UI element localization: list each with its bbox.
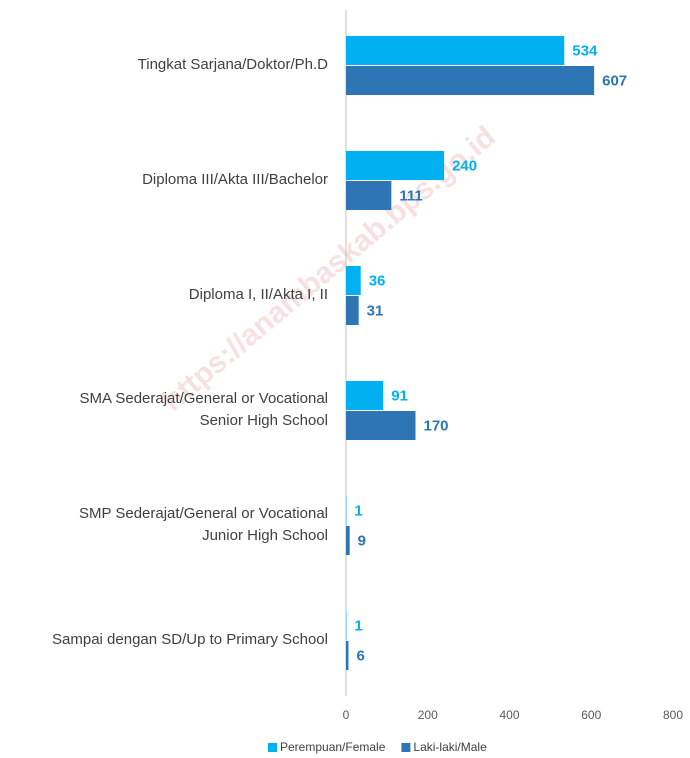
data-label: 31 (367, 302, 384, 319)
bar (346, 526, 350, 555)
data-label: 240 (452, 157, 477, 174)
bar (346, 36, 565, 65)
x-tick-label: 200 (418, 708, 438, 722)
x-tick-label: 0 (343, 708, 350, 722)
y-tick-label: SMP Sederajat/General or Vocational Junio… (79, 505, 328, 544)
y-tick-label: Diploma I, II/Akta I, II (189, 286, 328, 303)
data-label: 170 (423, 417, 448, 434)
y-tick-label: Tingkat Sarjana/Doktor/Ph.D (138, 56, 329, 73)
data-label: 607 (602, 72, 627, 89)
y-tick-label: Sampai dengan SD/Up to Primary School (52, 631, 328, 648)
legend-label: Laki-laki/Male (413, 740, 487, 754)
bar (346, 411, 416, 440)
x-tick-label: 800 (663, 708, 683, 722)
data-label: 111 (399, 187, 422, 204)
data-label: 36 (369, 272, 386, 289)
bar (346, 641, 349, 670)
x-tick-label: 400 (499, 708, 519, 722)
legend-swatch (401, 743, 411, 752)
y-tick-label: SMA Sederajat/General or Vocational Senio… (80, 390, 328, 429)
data-label: 91 (391, 387, 408, 404)
data-label: 6 (356, 647, 364, 664)
bar (346, 66, 595, 95)
bar (346, 181, 392, 210)
bar (346, 151, 445, 180)
bar (346, 381, 384, 410)
data-label: 1 (354, 617, 362, 634)
legend-swatch (268, 743, 277, 752)
legend-label: Perempuan/Female (280, 740, 386, 754)
x-tick-label: 600 (581, 708, 601, 722)
data-label: 1 (354, 502, 362, 519)
y-tick-label: Diploma III/Akta III/Bachelor (142, 171, 328, 188)
bar (346, 296, 359, 325)
watermark: https://anambaskab.bps.go.id (156, 120, 502, 417)
data-label: 9 (358, 532, 366, 549)
data-label: 534 (572, 42, 598, 59)
bar (346, 266, 361, 295)
